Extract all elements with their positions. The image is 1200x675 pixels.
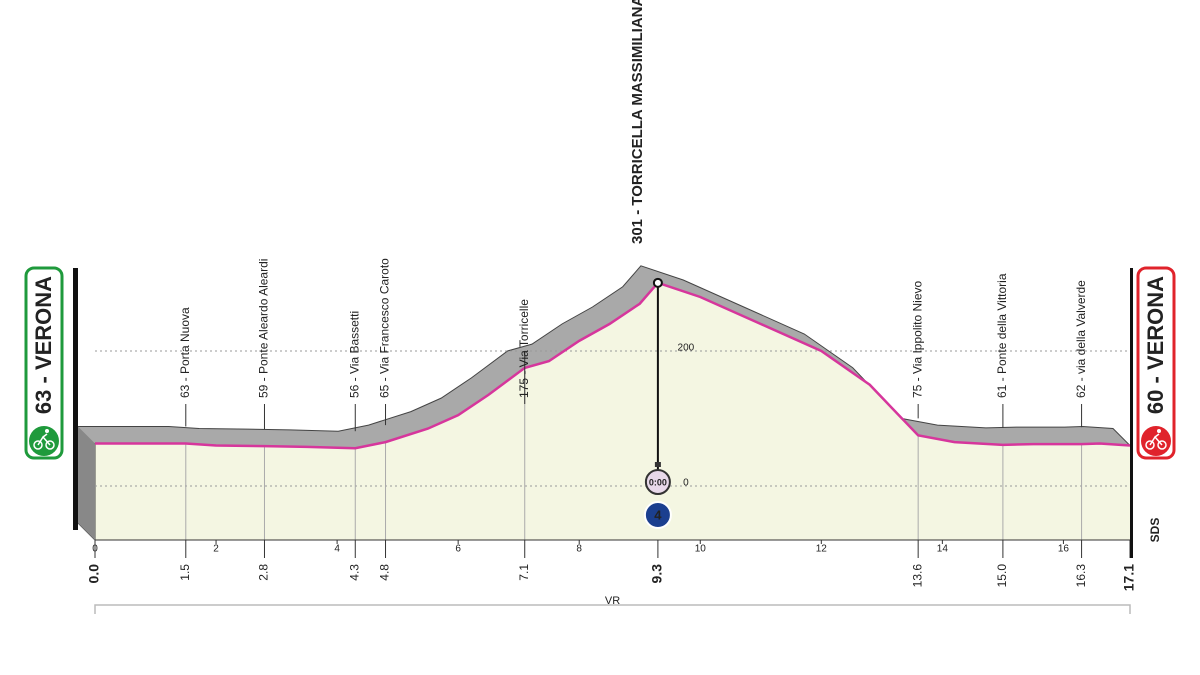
- km-label: 15.0: [995, 564, 1009, 588]
- waypoint-label: 175 - Via Torricelle: [517, 299, 531, 398]
- km-label: 4.8: [378, 564, 392, 581]
- km-label: 7.1: [517, 564, 531, 581]
- x-tick-label: 8: [576, 544, 582, 555]
- profile-line: [95, 281, 1131, 450]
- start-wheel: [45, 440, 55, 450]
- start-head: [45, 429, 49, 433]
- summit-dot: [652, 277, 663, 288]
- waypoint-label: 75 - Via Ippolito Nievo: [910, 280, 924, 398]
- stopwatch: [644, 469, 671, 495]
- km-label: 2.8: [257, 564, 271, 581]
- logo: SDS: [1148, 518, 1162, 543]
- profile-fill: [95, 282, 1130, 540]
- waypoint-label: 56 - Via Bassetti: [347, 311, 361, 398]
- waypoint-label: 65 - Via Francesco Caroto: [378, 258, 392, 398]
- finish-icon: [1141, 426, 1171, 456]
- finish-badge: [1136, 266, 1176, 460]
- y-tick-label: 200: [678, 343, 695, 354]
- start-icon: [29, 426, 59, 456]
- km-label: 4.3: [347, 564, 361, 581]
- start-badge: [24, 266, 64, 460]
- start-wheel: [33, 440, 43, 450]
- finish-head: [1157, 429, 1161, 433]
- km-label: 17.1: [1121, 564, 1137, 591]
- waypoint-label: 62 - via della Valverde: [1074, 280, 1088, 398]
- region-label: VR: [605, 595, 620, 607]
- x-tick-label: 10: [695, 544, 707, 555]
- stopwatch-crown: [654, 462, 661, 467]
- finish-wall: [1130, 268, 1133, 558]
- x-tick-label: 2: [213, 544, 219, 555]
- start-wall: [73, 268, 78, 530]
- profile-side: [78, 426, 95, 540]
- start-rider: [37, 433, 51, 446]
- time-check: 0:00: [649, 477, 667, 487]
- climb-badge: [643, 501, 672, 529]
- km-label: 13.6: [910, 564, 924, 588]
- region-bracket: [94, 604, 1131, 614]
- km-label: 1.5: [178, 564, 192, 581]
- finish-rider: [1149, 433, 1163, 446]
- x-tick-label: 4: [334, 544, 340, 555]
- y-tick-label: 0: [683, 478, 689, 489]
- finish-wheel: [1145, 440, 1155, 450]
- km-label: 9.3: [649, 564, 665, 584]
- x-tick-label: 12: [816, 544, 828, 555]
- waypoint-label: 59 - Ponte Aleardo Aleardi: [257, 259, 271, 398]
- x-tick-label: 14: [937, 544, 949, 555]
- summit-label: 301 - TORRICELLA MASSIMILIANA: [629, 0, 646, 244]
- waypoint-label: 63 - Porta Nuova: [178, 307, 192, 398]
- start-label: 63 - VERONA: [31, 276, 56, 414]
- x-tick-label: 6: [455, 544, 461, 555]
- km-label: 16.3: [1074, 564, 1088, 588]
- x-tick-label: 16: [1058, 544, 1070, 555]
- waypoint-label: 61 - Ponte della Vittoria: [995, 273, 1009, 398]
- climb-category: 4: [654, 507, 662, 522]
- km-label: 0.0: [86, 564, 102, 584]
- finish-wheel: [1157, 440, 1167, 450]
- finish-label: 60 - VERONA: [1143, 276, 1168, 414]
